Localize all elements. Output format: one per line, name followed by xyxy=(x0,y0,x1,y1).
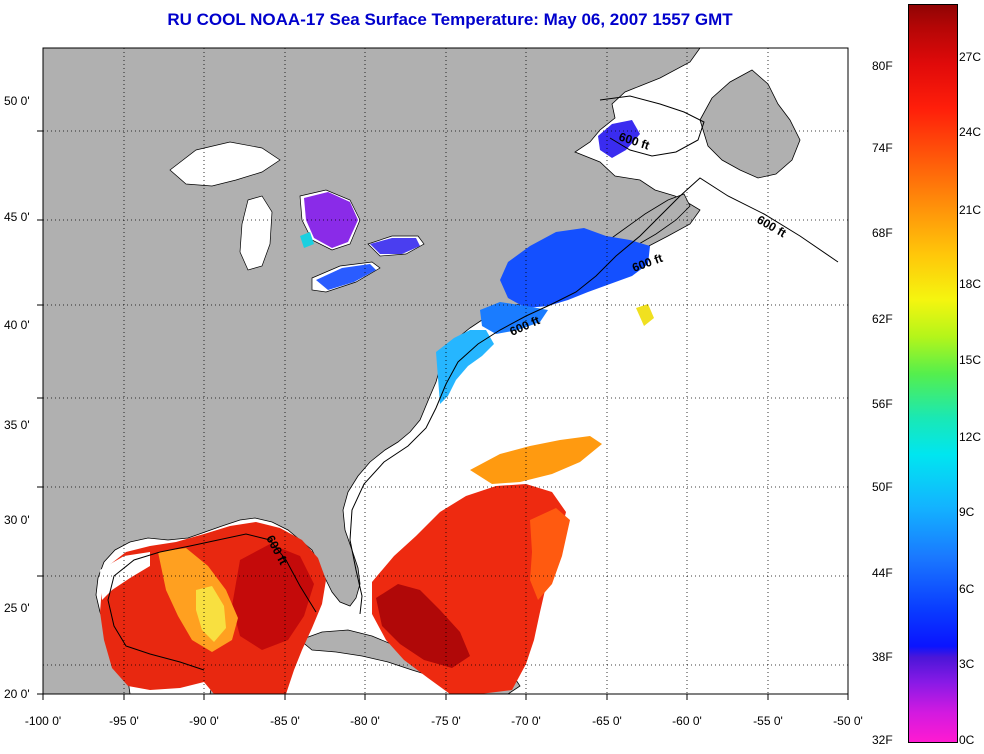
colorbar-f-label: 56F xyxy=(872,397,893,411)
isobath-600ft-gulf xyxy=(107,533,317,671)
colorbar-f-label: 74F xyxy=(872,141,893,155)
sst-sargasso-east xyxy=(530,508,570,600)
y-tick-label: 50 0' xyxy=(4,94,30,108)
colorbar-c-label: 27C xyxy=(959,50,982,64)
sst-georges-bank xyxy=(480,302,548,334)
sst-bahamas-dark xyxy=(376,584,470,668)
y-tick-label: 45 0' xyxy=(4,210,30,224)
x-tick-label: -60 0' xyxy=(672,714,702,728)
newfoundland-land xyxy=(699,69,801,179)
north-america-land xyxy=(43,48,701,694)
colorbar-c-label: 24C xyxy=(959,125,982,139)
x-tick-label: -70 0' xyxy=(511,714,541,728)
x-tick-label: -65 0' xyxy=(592,714,622,728)
colorbar-f-label: 68F xyxy=(872,226,893,240)
map-title: RU COOL NOAA-17 Sea Surface Temperature:… xyxy=(167,10,733,29)
x-tick-label: -75 0' xyxy=(431,714,461,728)
x-tick-label: -85 0' xyxy=(270,714,300,728)
colorbar-f-label: 50F xyxy=(872,480,893,494)
colorbar-c-label: 6C xyxy=(959,582,975,596)
y-tick-label: 20 0' xyxy=(4,687,30,701)
sst-gulf-of-maine xyxy=(500,228,650,308)
x-tick-label: -55 0' xyxy=(753,714,783,728)
colorbar-c-label: 15C xyxy=(959,353,982,367)
y-tick-label: 30 0' xyxy=(4,513,30,527)
x-tick-label: -80 0' xyxy=(350,714,380,728)
colorbar-f-label: 62F xyxy=(872,312,893,326)
x-tick-label: -100 0' xyxy=(24,714,62,728)
isobath-600ft-atlantic xyxy=(349,177,839,615)
colorbar-f-label: 32F xyxy=(872,733,893,747)
colorbar-f-label: 38F xyxy=(872,650,893,664)
sst-gulf-stream-edge xyxy=(470,436,602,484)
colorbar-c-label: 12C xyxy=(959,430,982,444)
sst-gulf-warm-core xyxy=(232,544,314,650)
colorbar-c-label: 18C xyxy=(959,277,982,291)
sst-gulf-shelf-nodata xyxy=(100,552,150,600)
colorbar-c-label: 0C xyxy=(959,733,975,747)
y-tick-label: 35 0' xyxy=(4,418,30,432)
y-tick-label: 25 0' xyxy=(4,601,30,615)
x-tick-label: -90 0' xyxy=(189,714,219,728)
colorbar-c-label: 3C xyxy=(959,657,975,671)
isobath-600ft-north xyxy=(599,95,705,157)
sst-mid-atlantic xyxy=(436,330,494,404)
colorbar-c-label: 21C xyxy=(959,203,982,217)
axis-ticks xyxy=(37,130,849,700)
sst-gulf-yellow xyxy=(196,586,226,642)
colorbar-c-label: 9C xyxy=(959,505,975,519)
colorbar-f-label: 80F xyxy=(872,59,893,73)
sst-st-lawrence xyxy=(598,120,640,158)
x-tick-label: -50 0' xyxy=(833,714,863,728)
x-tick-label: -95 0' xyxy=(109,714,139,728)
y-tick-label: 40 0' xyxy=(4,318,30,332)
colorbar-f-label: 44F xyxy=(872,566,893,580)
temperature-colorbar xyxy=(908,4,958,743)
sst-warm-eddy xyxy=(636,304,654,326)
